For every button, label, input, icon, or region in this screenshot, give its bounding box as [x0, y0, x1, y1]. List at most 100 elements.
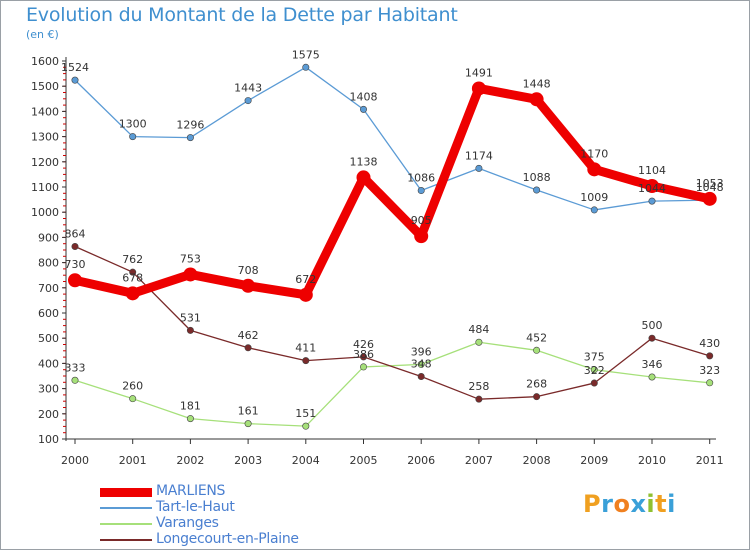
data-label-marliens: 1448 [523, 77, 551, 90]
x-tick-label: 2009 [580, 454, 608, 467]
data-point-longecourt-en-plaine [71, 242, 79, 250]
y-tick-label: 800 [38, 257, 59, 270]
data-label-marliens: 1491 [465, 66, 493, 79]
data-point-marliens [68, 273, 82, 288]
data-point-longecourt-en-plaine [648, 334, 656, 342]
data-point-varanges [706, 379, 714, 387]
data-point-varanges [71, 376, 79, 384]
x-tick-label: 2010 [638, 454, 666, 467]
data-label-longecourt-en-plaine: 864 [65, 227, 86, 240]
data-point-tart-le-haut [129, 133, 137, 141]
data-point-marliens [414, 229, 429, 244]
data-label-varanges: 161 [238, 405, 259, 418]
data-label-longecourt-en-plaine: 268 [526, 378, 547, 391]
logo-letter: t [655, 490, 668, 518]
y-tick-label: 600 [38, 307, 59, 320]
series-line-tart-le-haut [74, 66, 711, 211]
legend-label: Varanges [156, 515, 219, 531]
data-label-marliens: 1104 [638, 164, 666, 177]
data-label-varanges: 151 [295, 407, 316, 420]
data-point-longecourt-en-plaine [129, 268, 137, 276]
data-label-varanges: 386 [353, 348, 374, 361]
data-label-varanges: 181 [180, 400, 201, 413]
legend-label: Tart-le-Haut [156, 499, 235, 515]
legend-label: MARLIENS [156, 483, 226, 499]
chart-title: Evolution du Montant de la Dette par Hab… [26, 4, 458, 26]
y-tick-label: 300 [38, 383, 59, 396]
data-label-longecourt-en-plaine: 762 [122, 253, 143, 266]
data-label-varanges: 323 [699, 364, 720, 377]
y-tick-label: 500 [38, 332, 59, 345]
series-longecourt-en-plaine [71, 242, 714, 403]
y-tick-label: 1100 [31, 181, 59, 194]
data-label-varanges: 484 [468, 323, 489, 336]
data-label-longecourt-en-plaine: 430 [699, 337, 720, 350]
data-point-tart-le-haut [186, 134, 194, 142]
y-tick-label: 1200 [31, 156, 59, 169]
data-label-varanges: 260 [122, 380, 143, 393]
data-point-tart-le-haut [417, 187, 425, 195]
data-label-tart-le-haut: 1296 [176, 119, 204, 132]
data-point-tart-le-haut [533, 186, 541, 194]
data-point-longecourt-en-plaine [475, 395, 483, 403]
data-point-longecourt-en-plaine [302, 357, 310, 365]
y-tick-label: 1500 [31, 80, 59, 93]
series-marliens [68, 81, 717, 302]
data-label-tart-le-haut: 1575 [292, 48, 320, 61]
data-label-varanges: 396 [411, 345, 432, 358]
series-layer [68, 63, 717, 430]
series-line-varanges [74, 341, 711, 427]
data-point-tart-le-haut [71, 76, 79, 84]
data-label-marliens: 753 [180, 252, 201, 265]
data-label-marliens: 1053 [696, 177, 724, 190]
data-label-marliens: 672 [295, 273, 316, 286]
series-line-longecourt-en-plaine [74, 245, 711, 400]
data-label-tart-le-haut: 1443 [234, 82, 262, 95]
data-label-longecourt-en-plaine: 411 [295, 342, 316, 355]
data-point-tart-le-haut [359, 105, 367, 113]
legend-swatch [100, 523, 152, 525]
x-tick-label: 2008 [523, 454, 551, 467]
y-tick-label: 1300 [31, 131, 59, 144]
data-point-marliens [702, 191, 717, 206]
logo-letter: x [630, 490, 647, 518]
data-point-tart-le-haut [590, 206, 598, 214]
data-point-longecourt-en-plaine [417, 373, 425, 381]
data-point-longecourt-en-plaine [706, 352, 714, 360]
data-label-tart-le-haut: 1088 [523, 171, 551, 184]
proxiti-logo: Proxiti [583, 490, 676, 518]
legend-swatch [100, 507, 152, 509]
data-point-varanges [244, 420, 252, 428]
data-label-tart-le-haut: 1048 [696, 181, 724, 194]
data-label-varanges: 333 [65, 361, 86, 374]
data-label-longecourt-en-plaine: 500 [642, 319, 663, 332]
chart-subtitle: (en €) [26, 28, 59, 41]
logo-letter: i [646, 490, 656, 518]
y-tick-label: 900 [38, 231, 59, 244]
y-tick-label: 400 [38, 357, 59, 370]
x-tick-label: 2003 [234, 454, 262, 467]
data-label-tart-le-haut: 1524 [61, 61, 89, 74]
x-tick-label: 2002 [176, 454, 204, 467]
series-varanges [71, 338, 714, 430]
data-point-tart-le-haut [244, 97, 252, 105]
data-point-tart-le-haut [475, 164, 483, 172]
data-label-longecourt-en-plaine: 258 [468, 380, 489, 393]
data-label-tart-le-haut: 1174 [465, 149, 493, 162]
series-line-marliens [70, 83, 715, 300]
data-label-longecourt-en-plaine: 462 [238, 329, 259, 342]
data-point-longecourt-en-plaine [186, 326, 194, 334]
data-label-varanges: 452 [526, 331, 547, 344]
data-label-longecourt-en-plaine: 426 [353, 338, 374, 351]
data-point-varanges [186, 415, 194, 423]
legend-swatch [100, 539, 152, 541]
data-point-longecourt-en-plaine [359, 353, 367, 361]
legend-label: Longecourt-en-Plaine [156, 531, 299, 547]
data-point-longecourt-en-plaine [590, 379, 598, 387]
x-tick-label: 2006 [407, 454, 435, 467]
data-point-varanges [302, 422, 310, 430]
y-tick-label: 200 [38, 408, 59, 421]
data-point-marliens [183, 267, 198, 282]
y-tick-label: 700 [38, 282, 59, 295]
